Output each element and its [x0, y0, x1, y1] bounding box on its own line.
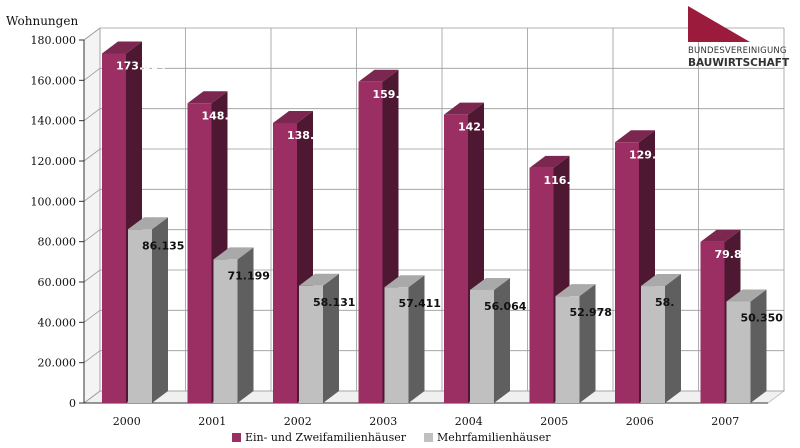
y-tick-label: 80.000: [38, 236, 77, 249]
y-tick-label: 40.000: [38, 316, 77, 329]
x-tick-label: 2001: [198, 415, 226, 428]
data-label-series-2: 57.411: [399, 297, 441, 310]
data-label-series-2: 56.064: [484, 300, 527, 313]
legend: Ein- und Zweifamilienhäuser Mehrfamilien…: [232, 431, 550, 444]
x-tick-label: 2002: [284, 415, 312, 428]
data-label-series-2: 86.135: [142, 239, 184, 252]
y-tick-label: 120.000: [31, 155, 77, 168]
data-label-series-1: 142.970: [458, 121, 508, 134]
bar-series-2: [299, 273, 339, 403]
data-labels: 173.304 86.135 148.634 71.199 138.859 58.131 1…: [116, 60, 783, 325]
data-label-series-1: 138.859: [287, 129, 337, 142]
y-tick-label: 0: [69, 397, 76, 410]
y-tick-label: 180.000: [31, 34, 77, 47]
logo-text-line2: BAUWIRTSCHAFT: [688, 57, 790, 69]
legend-label-series-1: Ein- und Zweifamilienhäuser: [245, 431, 406, 444]
bar-series-2: [726, 289, 767, 403]
bar-series-2: [641, 274, 681, 403]
bars: [102, 41, 767, 404]
logo-text-line1: BUNDESVEREINIGUNG: [688, 46, 787, 56]
data-label-series-1: 129.288: [629, 148, 679, 161]
y-tick-label: 140.000: [31, 115, 77, 128]
bar-series-2: [213, 247, 254, 403]
gridline-y: [83, 27, 784, 41]
legend-swatch-series-2: [424, 433, 433, 442]
x-tick-label: 2005: [540, 415, 568, 428]
logo-triangle-icon: [688, 6, 750, 42]
data-label-series-1: 116.620: [544, 174, 594, 187]
data-label-series-2: 71.199: [228, 269, 270, 282]
data-label-series-1: 159.278: [373, 88, 423, 101]
x-tick-label: 2007: [711, 415, 739, 428]
x-tick-label: 2006: [626, 415, 654, 428]
y-tick-label: 60.000: [38, 276, 77, 289]
data-label-series-2: 58.: [655, 296, 675, 309]
legend-label-series-2: Mehrfamilienhäuser: [437, 431, 551, 444]
bar-series-2: [555, 284, 596, 403]
y-tick-label: 100.000: [31, 195, 77, 208]
gridline-y: [83, 67, 784, 81]
x-tick-label: 2004: [455, 415, 483, 428]
y-tick-label: 20.000: [38, 357, 77, 370]
data-label-series-1: 148.634: [202, 109, 252, 122]
x-tick-label: 2000: [113, 415, 141, 428]
data-label-series-2: 58.131: [313, 296, 355, 309]
data-label-series-2: 50.350: [741, 311, 784, 324]
data-label-series-1: 173.304: [116, 60, 166, 73]
bar-series-2: [384, 275, 425, 403]
x-tick-label: 2003: [369, 415, 397, 428]
y-axis-title: Wohnungen: [6, 14, 78, 28]
legend-item-series-2: Mehrfamilienhäuser: [424, 431, 550, 444]
y-axis: 0 20.000 40.000 60.000 80.000 100.000 120.000 1…: [31, 34, 768, 428]
bar-series-2: [470, 277, 510, 403]
y-tick-label: 160.000: [31, 74, 77, 87]
data-label-series-2: 52.978: [570, 306, 612, 319]
data-label-series-1: 79.899: [715, 248, 757, 261]
legend-item-series-1: Ein- und Zweifamilienhäuser: [232, 431, 406, 444]
bar-series-2: [128, 217, 168, 403]
legend-swatch-series-1: [232, 433, 241, 442]
brand-logo: BUNDESVEREINIGUNG BAUWIRTSCHAFT: [688, 6, 790, 70]
